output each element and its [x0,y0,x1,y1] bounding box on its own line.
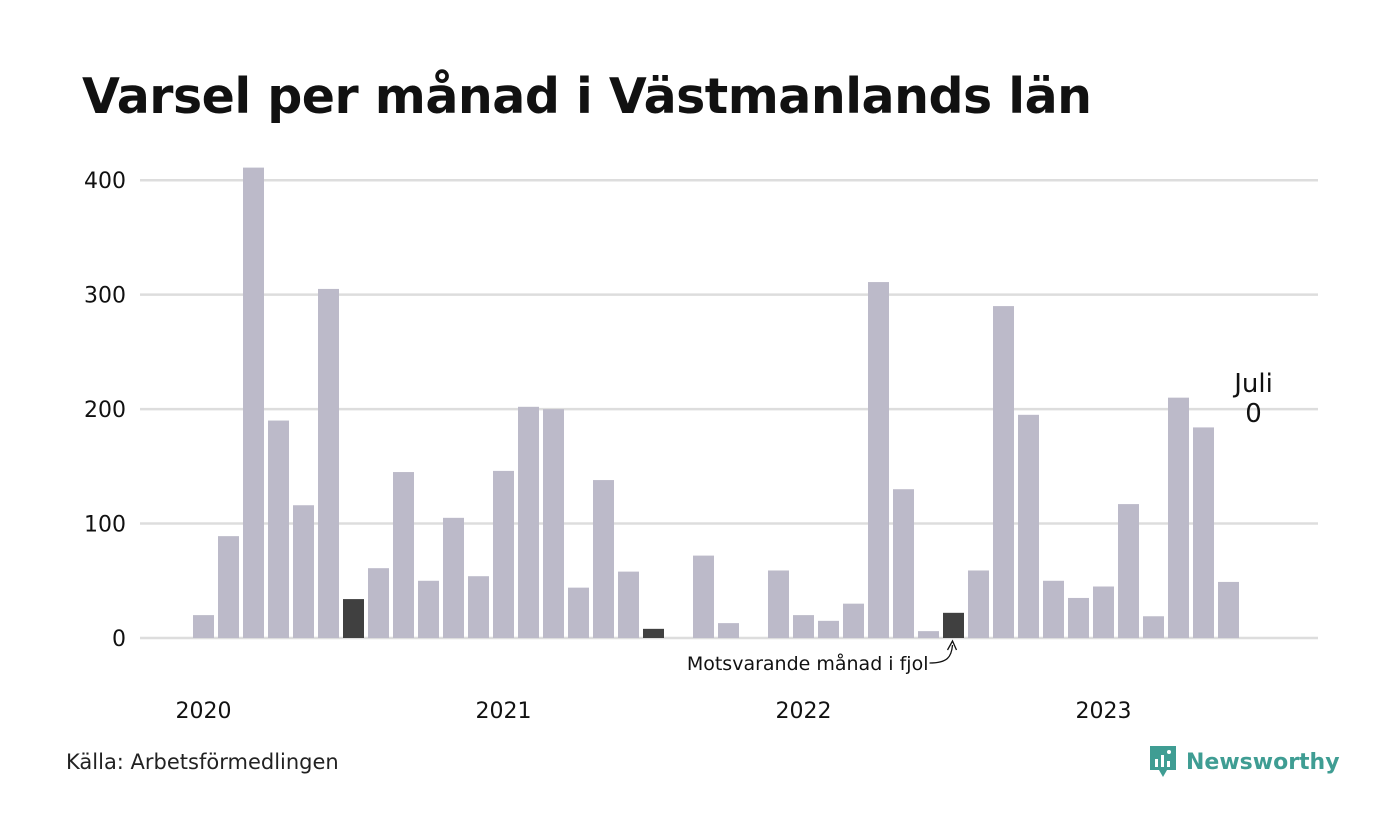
chart-title: Varsel per månad i Västmanlands län [82,68,1092,125]
bar [268,420,289,638]
bar [493,470,514,638]
x-tick-label: 2020 [176,699,232,724]
x-tick-label: 2022 [776,699,832,724]
x-axis-year-labels: 2020 2021 2022 2023 [176,699,1132,724]
annotation-text: Motsvarande månad i fjol [687,652,929,675]
bar [1168,397,1189,638]
bar [1143,616,1164,638]
bar [993,306,1014,638]
bar [593,480,614,638]
bar [868,282,889,638]
bar [1193,427,1214,638]
current-month-value: 0 [1245,399,1262,429]
bar [1018,414,1039,638]
y-tick-label: 0 [112,627,126,652]
bar [518,406,539,638]
bar [768,570,789,638]
bar [918,631,939,638]
y-tick-label: 200 [84,398,126,423]
bar [443,517,464,638]
newsworthy-logo-icon [1150,746,1176,777]
bar [1218,581,1239,638]
bar [1068,597,1089,638]
x-tick-label: 2021 [476,699,532,724]
bar-highlight [943,612,964,638]
bar [843,603,864,638]
bar [218,536,239,638]
bar [568,587,589,638]
bar [793,615,814,638]
current-month-label: Juli [1232,369,1273,399]
bar [1043,580,1064,638]
bar [393,472,414,638]
bar [468,576,489,638]
bar [818,620,839,638]
bar [968,570,989,638]
gridlines [140,178,1318,640]
y-tick-label: 400 [84,169,126,194]
bar [693,555,714,638]
source-note: Källa: Arbetsförmedlingen [66,750,339,774]
bar [368,568,389,638]
x-tick-label: 2023 [1076,699,1132,724]
bar [618,571,639,638]
y-tick-label: 300 [84,284,126,309]
brand-name: Newsworthy [1186,749,1340,775]
bar [893,489,914,638]
bar [193,615,214,638]
brand-logo[interactable]: Newsworthy [1148,742,1340,782]
bar [318,288,339,638]
bar [418,580,439,638]
annotation-arrow [929,644,954,664]
bars [193,167,1239,638]
y-axis-ticks: 0 100 200 300 400 [84,169,126,652]
bar [1093,586,1114,638]
bar [1118,504,1139,638]
bar [543,409,564,638]
bar-highlight [643,628,664,638]
bar [718,623,739,638]
annotation-arrowhead [946,639,958,651]
bar [293,505,314,638]
bar [243,167,264,638]
bar-highlight [343,599,364,638]
y-tick-label: 100 [84,513,126,538]
